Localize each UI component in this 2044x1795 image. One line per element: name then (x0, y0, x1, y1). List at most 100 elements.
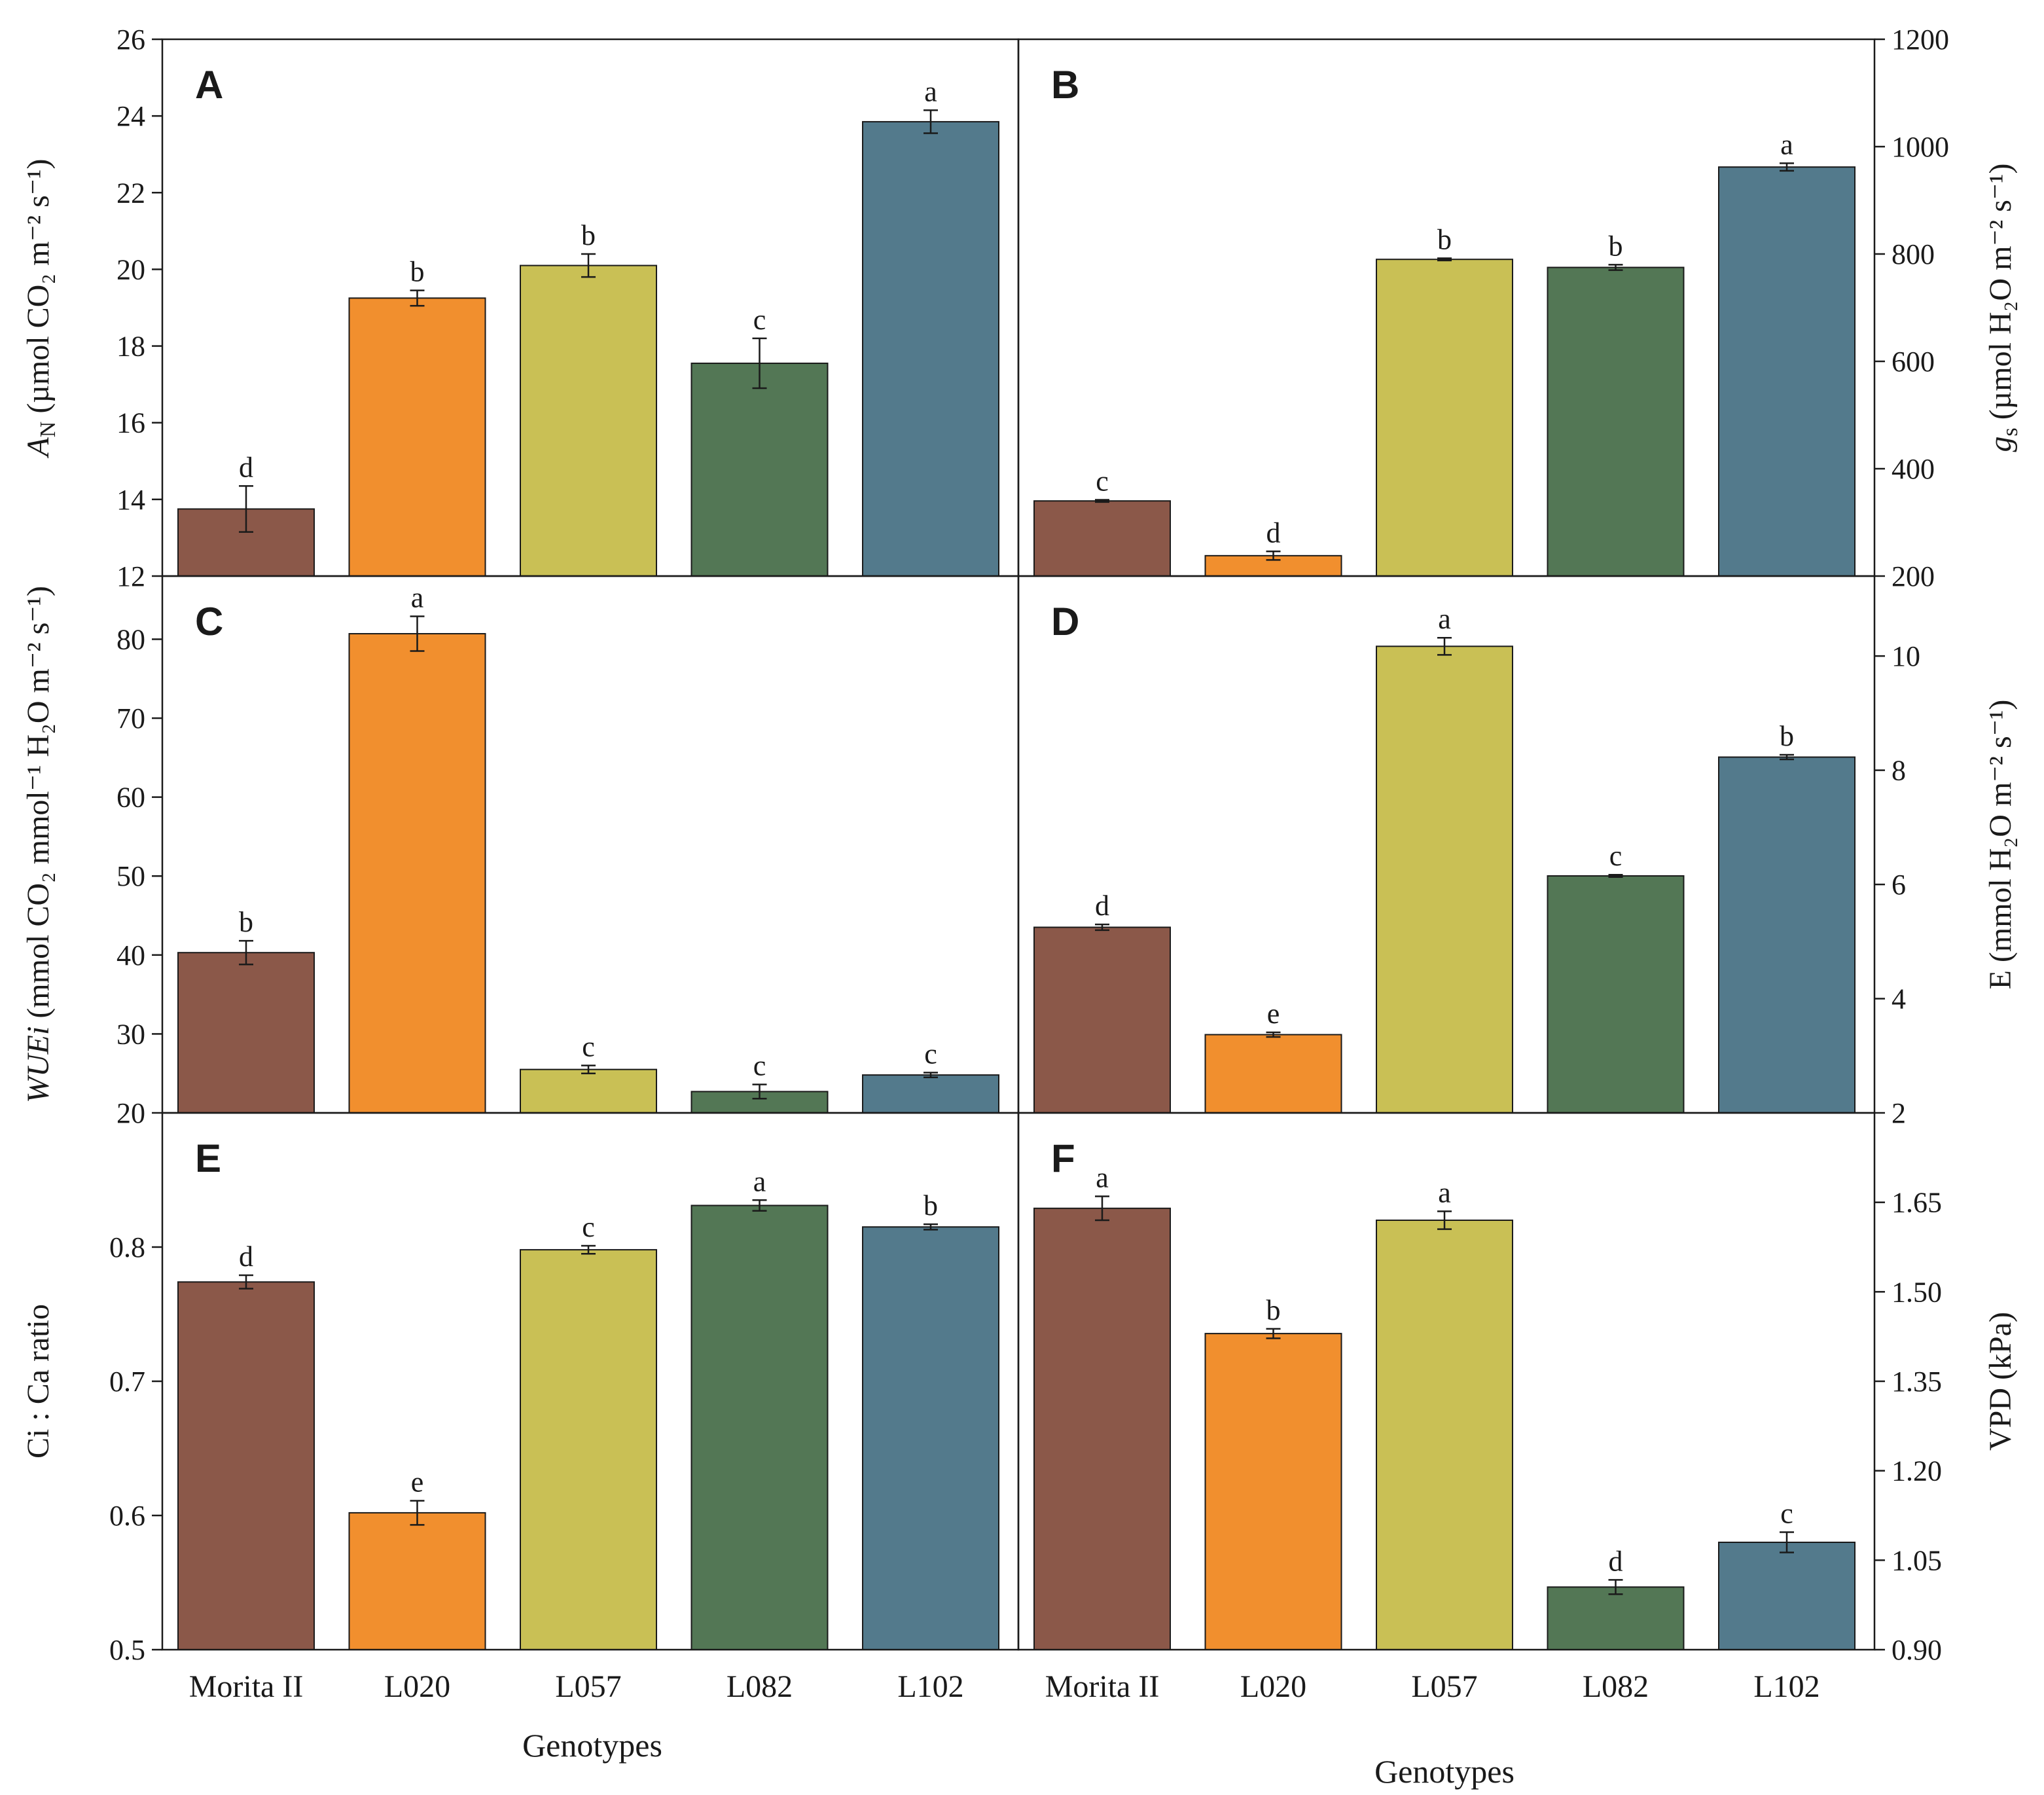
sig-letter-A-4: a (924, 75, 937, 107)
y-tick-label-A-6: 24 (117, 100, 145, 132)
sig-letter-C-0: b (239, 906, 253, 938)
y-tick-label-D-3: 8 (1892, 755, 1906, 787)
y-tick-label-C-5: 70 (117, 702, 145, 734)
y-tick-label-F-3: 1.35 (1892, 1366, 1942, 1398)
y-axis-title-D: E (mmol H₂O m⁻² s⁻¹) (1983, 700, 2018, 990)
y-tick-label-B-3: 800 (1892, 238, 1935, 270)
sig-letter-B-0: c (1096, 465, 1109, 498)
sig-letter-E-2: c (582, 1211, 595, 1243)
bar-D-4 (1718, 756, 1856, 1114)
y-axis-title-units-A: (µmol CO₂ m⁻² s⁻¹) (21, 158, 56, 421)
y-tick-label-F-2: 1.20 (1892, 1455, 1942, 1487)
sig-letter-A-3: c (753, 304, 766, 336)
bar-F-4 (1718, 1542, 1856, 1650)
sig-letter-F-2: a (1438, 1176, 1451, 1208)
y-tick-label-D-1: 4 (1892, 983, 1906, 1015)
bar-D-2 (1376, 645, 1513, 1114)
sig-letter-B-1: d (1266, 517, 1281, 549)
sig-letter-F-1: b (1266, 1294, 1281, 1326)
sig-letter-E-0: d (239, 1241, 253, 1273)
panel-letter-B: B (1051, 63, 1079, 107)
bar-C-1 (348, 633, 486, 1114)
category-label-F-0: Morita II (1045, 1669, 1160, 1704)
bar-E-3 (690, 1205, 829, 1650)
y-tick-label-D-0: 2 (1892, 1097, 1906, 1129)
y-axis-title-units-C: (mmol CO₂ mmol⁻¹ H₂O m⁻² s⁻¹) (21, 586, 56, 1026)
y-axis-title-A: AN (µmol CO₂ m⁻² s⁻¹) (21, 158, 60, 458)
sig-letter-D-4: b (1780, 720, 1794, 752)
y-tick-label-F-5: 1.65 (1892, 1187, 1942, 1219)
bar-E-1 (348, 1512, 486, 1650)
bar-E-2 (520, 1249, 657, 1650)
category-label-E-3: L082 (726, 1669, 793, 1704)
y-tick-label-A-0: 12 (117, 560, 145, 592)
x-axis-title-left: Genotypes (522, 1727, 662, 1764)
sig-letter-A-2: b (581, 219, 596, 251)
y-tick-label-C-6: 80 (117, 623, 145, 655)
y-tick-label-B-4: 1000 (1892, 131, 1949, 163)
panel-letter-D: D (1051, 600, 1079, 644)
bar-A-4 (862, 120, 999, 577)
y-tick-label-C-0: 20 (117, 1097, 145, 1129)
sig-letter-F-0: a (1096, 1162, 1109, 1194)
y-axis-title-symbol-C: WUEi (21, 1026, 56, 1103)
y-tick-label-D-4: 10 (1892, 640, 1920, 672)
panel-B: c d b b a 200 400 600 800 1000 1200 Bgs (µmol H₂O m… (1017, 24, 2022, 592)
y-tick-label-E-2: 0.7 (109, 1366, 145, 1398)
y-axis-title-C: WUEi (mmol CO₂ mmol⁻¹ H₂O m⁻² s⁻¹) (21, 586, 56, 1103)
y-axis-title-units-B: (µmol H₂O m⁻² s⁻¹) (1983, 163, 2018, 427)
sig-letter-E-4: b (923, 1189, 938, 1222)
sig-letter-D-1: e (1267, 998, 1280, 1030)
bar-E-0 (177, 1281, 315, 1651)
y-axis-title-subscript-A: N (36, 422, 60, 438)
y-axis-title-E: Ci : Ca ratio (21, 1304, 56, 1459)
panel-letter-E: E (195, 1136, 221, 1180)
bar-F-3 (1547, 1586, 1685, 1650)
sig-letter-E-1: e (411, 1466, 424, 1498)
x-axis-title-right: Genotypes (1374, 1753, 1515, 1790)
category-label-E-1: L020 (384, 1669, 450, 1704)
sig-letter-C-3: c (753, 1050, 766, 1082)
y-tick-label-C-2: 40 (117, 939, 145, 971)
category-label-E-4: L102 (897, 1669, 963, 1704)
bar-B-0 (1033, 500, 1171, 577)
bar-B-3 (1547, 266, 1685, 577)
y-axis-title-symbol-B: g (1983, 437, 2018, 452)
bar-D-1 (1204, 1034, 1342, 1114)
sig-letter-A-0: d (239, 451, 253, 483)
panel-letter-F: F (1051, 1136, 1075, 1180)
sig-letter-C-1: a (411, 582, 424, 614)
panel-C: b a c c c 20 30 40 50 60 70 80 C WUEi (mmol CO₂ mmol⁻… (21, 575, 1020, 1129)
bar-E-4 (862, 1226, 999, 1650)
sig-letter-A-1: b (410, 256, 425, 288)
bar-B-4 (1718, 166, 1856, 577)
bar-C-2 (520, 1068, 657, 1114)
sig-letter-B-4: a (1780, 128, 1793, 160)
sig-letter-D-0: d (1095, 890, 1109, 922)
sig-letter-D-3: c (1609, 840, 1623, 872)
y-tick-label-E-1: 0.6 (109, 1500, 145, 1532)
sig-letter-C-2: c (582, 1031, 595, 1063)
bar-A-2 (520, 264, 657, 577)
panel-F: a Morita II b L020 a L057 d L082 c L102 0.90 1.05 1.… (1017, 1112, 2018, 1704)
y-tick-label-F-0: 0.90 (1892, 1634, 1942, 1666)
category-label-E-2: L057 (555, 1669, 621, 1704)
category-label-F-4: L102 (1753, 1669, 1820, 1704)
y-tick-label-B-2: 600 (1892, 346, 1935, 378)
y-tick-label-B-0: 200 (1892, 560, 1935, 592)
y-tick-label-A-3: 18 (117, 331, 145, 363)
sig-letter-D-2: a (1438, 603, 1451, 635)
y-tick-label-A-4: 20 (117, 253, 145, 285)
y-axis-title-symbol-A: A (21, 437, 56, 459)
sig-letter-E-3: a (753, 1165, 766, 1197)
bar-F-0 (1033, 1207, 1171, 1651)
y-axis-title-subscript-B: s (1998, 427, 2022, 436)
panel-D: d e a c b 2 4 6 8 10 D E (mmol H₂O m⁻² s⁻¹) (1017, 575, 2018, 1129)
bar-C-0 (177, 952, 315, 1114)
bar-D-0 (1033, 926, 1171, 1114)
y-tick-label-A-2: 16 (117, 407, 145, 439)
bar-A-1 (348, 297, 486, 577)
category-label-E-0: Morita II (189, 1669, 304, 1704)
bar-F-2 (1376, 1220, 1513, 1650)
